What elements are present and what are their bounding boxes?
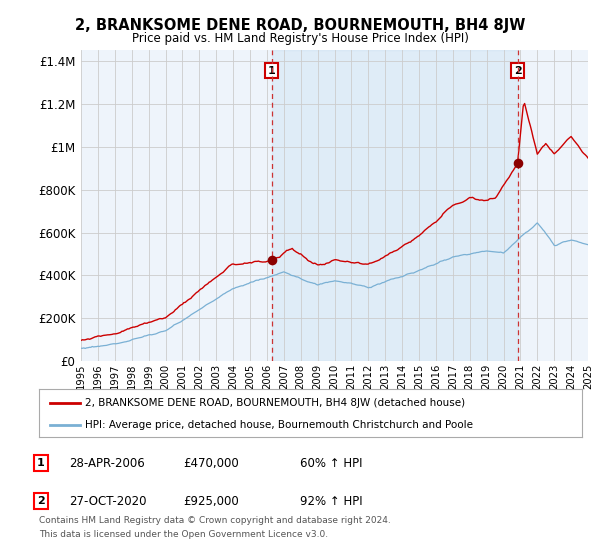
Text: Price paid vs. HM Land Registry's House Price Index (HPI): Price paid vs. HM Land Registry's House … bbox=[131, 32, 469, 45]
Text: This data is licensed under the Open Government Licence v3.0.: This data is licensed under the Open Gov… bbox=[39, 530, 328, 539]
Text: 92% ↑ HPI: 92% ↑ HPI bbox=[300, 494, 362, 508]
Text: 1: 1 bbox=[37, 458, 44, 468]
Text: 1: 1 bbox=[268, 66, 275, 76]
Text: 28-APR-2006: 28-APR-2006 bbox=[69, 456, 145, 470]
Bar bbox=[272, 50, 518, 361]
Text: 2: 2 bbox=[514, 66, 521, 76]
Text: 2, BRANKSOME DENE ROAD, BOURNEMOUTH, BH4 8JW (detached house): 2, BRANKSOME DENE ROAD, BOURNEMOUTH, BH4… bbox=[85, 398, 465, 408]
Point bbox=[513, 158, 523, 167]
Text: £470,000: £470,000 bbox=[183, 456, 239, 470]
Text: £925,000: £925,000 bbox=[183, 494, 239, 508]
Text: 2: 2 bbox=[37, 496, 44, 506]
Point bbox=[267, 256, 277, 265]
Text: 27-OCT-2020: 27-OCT-2020 bbox=[69, 494, 146, 508]
Text: 60% ↑ HPI: 60% ↑ HPI bbox=[300, 456, 362, 470]
Text: 2, BRANKSOME DENE ROAD, BOURNEMOUTH, BH4 8JW: 2, BRANKSOME DENE ROAD, BOURNEMOUTH, BH4… bbox=[75, 18, 525, 33]
Text: Contains HM Land Registry data © Crown copyright and database right 2024.: Contains HM Land Registry data © Crown c… bbox=[39, 516, 391, 525]
Text: HPI: Average price, detached house, Bournemouth Christchurch and Poole: HPI: Average price, detached house, Bour… bbox=[85, 420, 473, 430]
